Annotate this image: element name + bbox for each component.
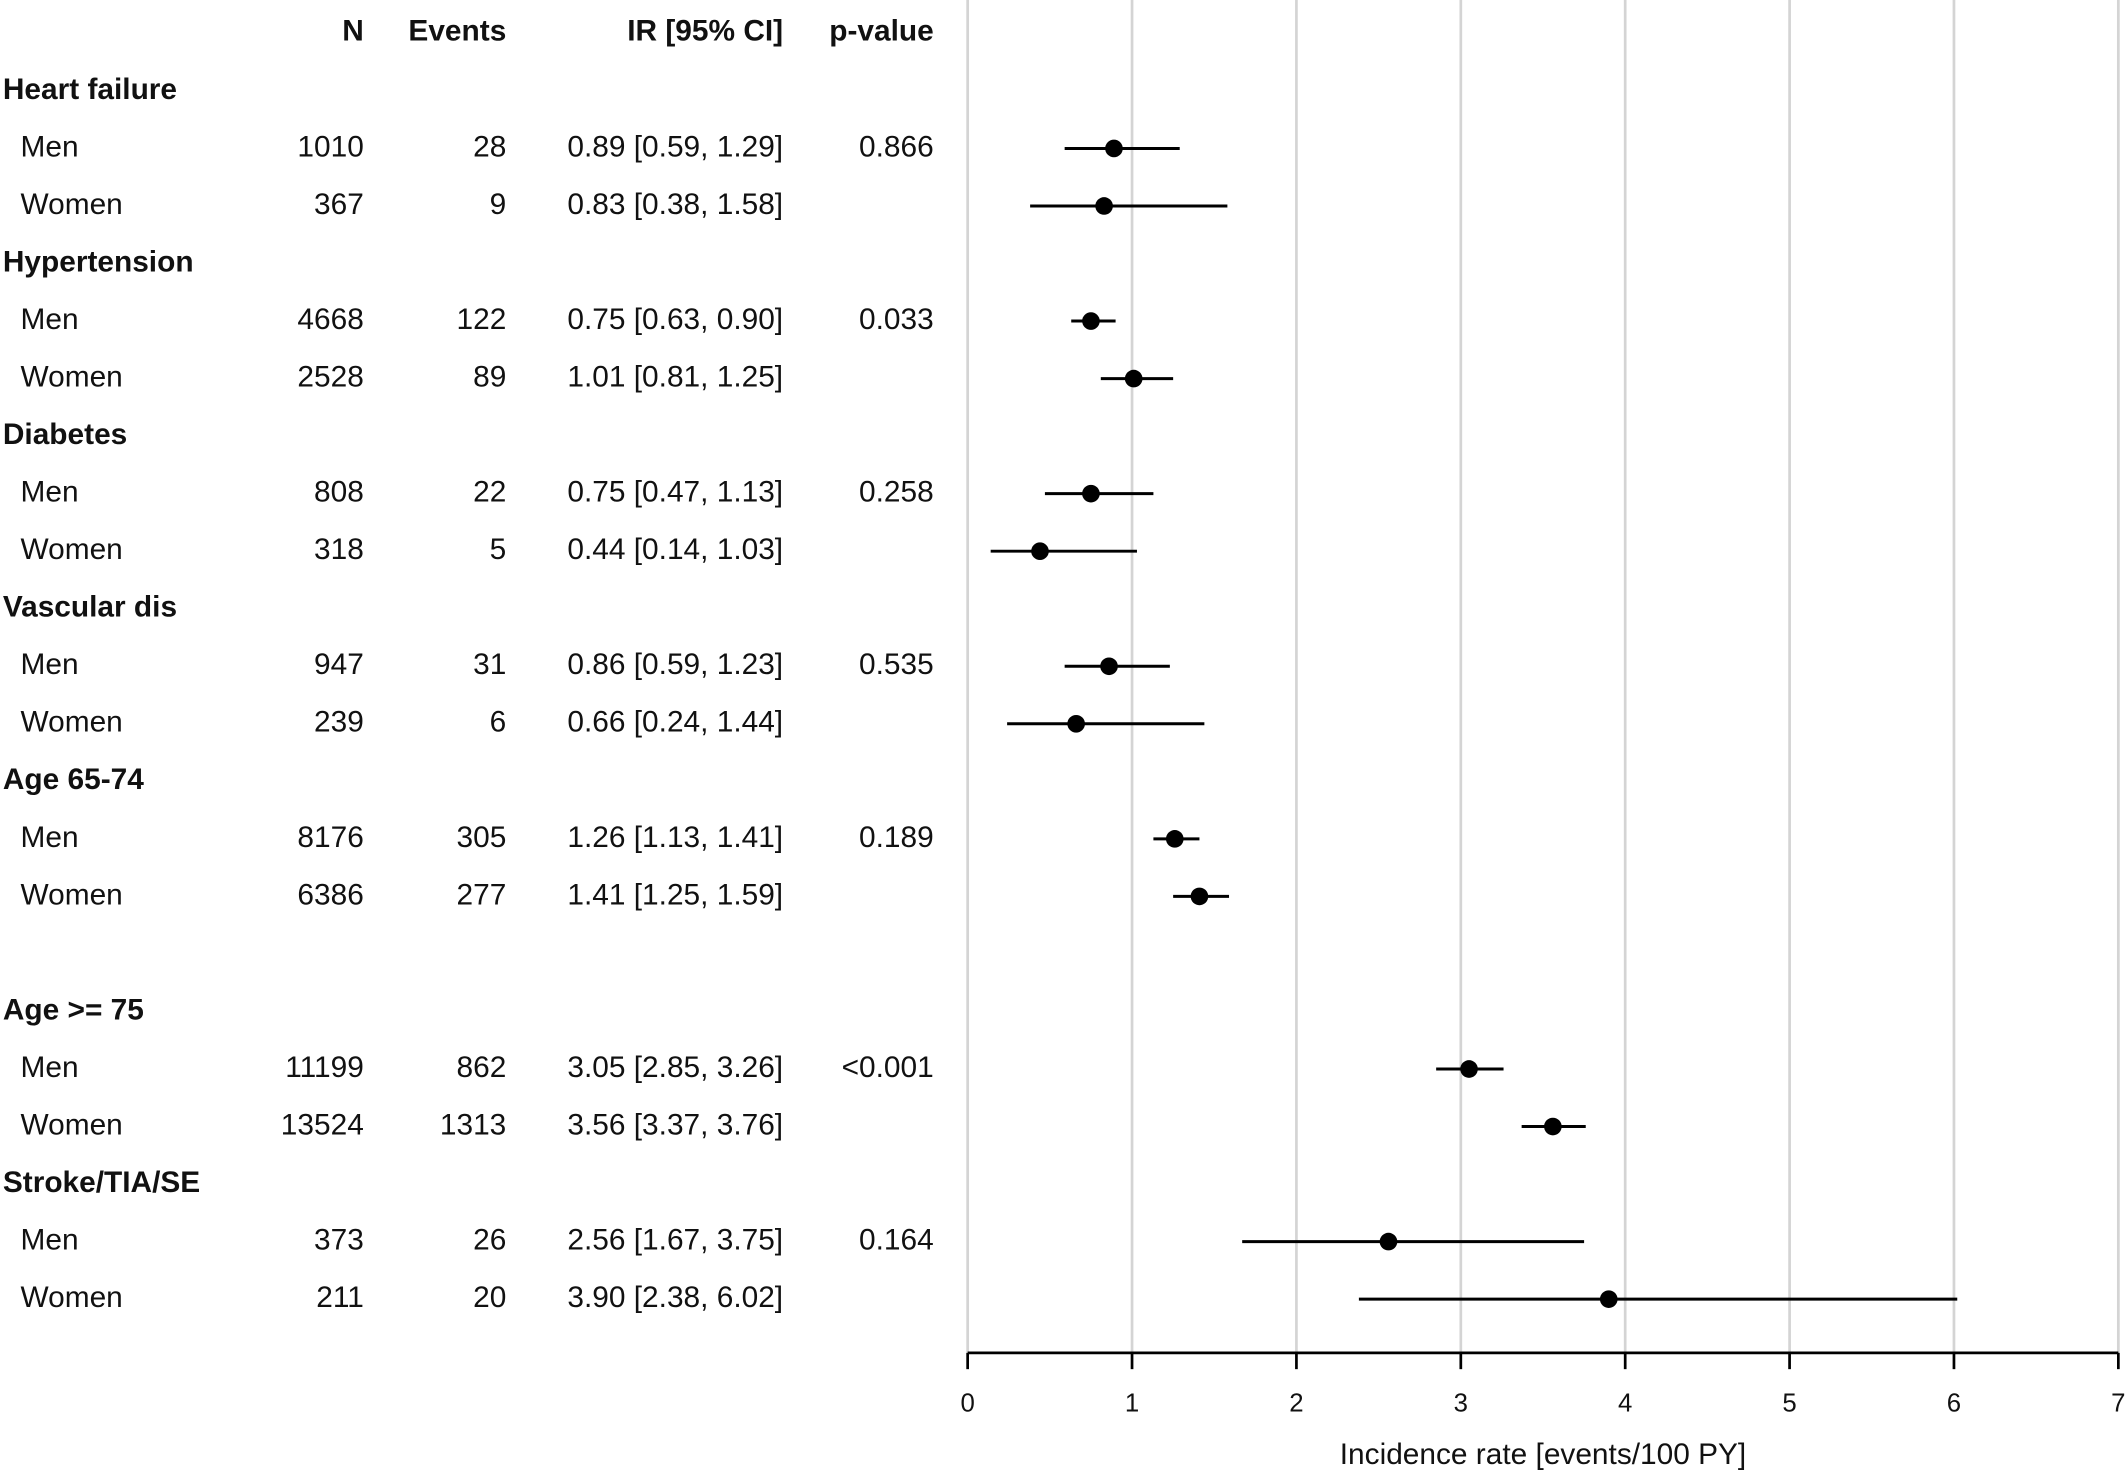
n-value: 367	[314, 188, 364, 221]
events-value: 6	[490, 706, 507, 739]
group-label: Heart failure	[3, 73, 177, 106]
estimate-point	[1082, 484, 1100, 503]
p-value: 0.189	[859, 821, 934, 854]
x-tick-label: 5	[1782, 1389, 1796, 1417]
n-value: 947	[314, 648, 364, 681]
row-label: Men	[21, 1223, 79, 1256]
ci-label: 0.75 [0.47, 1.13]	[567, 476, 783, 509]
ci-label: 2.56 [1.67, 3.75]	[567, 1223, 783, 1256]
events-value: 9	[490, 188, 507, 221]
events-value: 26	[473, 1223, 506, 1256]
p-value: 0.164	[859, 1223, 934, 1256]
estimate-point	[1190, 887, 1209, 906]
group-label: Stroke/TIA/SE	[3, 1166, 200, 1199]
row-label: Women	[21, 533, 123, 566]
row-label: Men	[21, 821, 79, 854]
row-label: Women	[21, 706, 123, 739]
row-label: Women	[21, 878, 123, 911]
estimate-point	[1124, 369, 1143, 388]
row-label: Men	[21, 130, 79, 163]
events-value: 89	[473, 360, 506, 393]
events-value: 5	[490, 533, 507, 566]
row-label: Men	[21, 648, 79, 681]
ci-label: 1.26 [1.13, 1.41]	[567, 821, 783, 854]
estimate-point	[1082, 312, 1100, 330]
n-value: 8176	[297, 821, 363, 854]
x-tick-label: 3	[1454, 1389, 1468, 1417]
events-value: 28	[473, 130, 506, 163]
ci-label: 0.86 [0.59, 1.23]	[567, 648, 783, 681]
events-value: 862	[456, 1051, 506, 1084]
p-value: 0.866	[859, 130, 934, 163]
events-value: 31	[473, 648, 506, 681]
n-value: 211	[316, 1281, 364, 1314]
n-value: 318	[314, 533, 364, 566]
estimate-point	[1100, 657, 1118, 676]
x-tick-label: 7	[2111, 1389, 2125, 1417]
column-header: IR [95% CI]	[627, 14, 783, 47]
estimate-point	[1067, 714, 1085, 733]
row-label: Men	[21, 303, 79, 336]
events-value: 20	[473, 1281, 506, 1314]
x-tick-label: 1	[1125, 1389, 1139, 1417]
ci-label: 0.44 [0.14, 1.03]	[567, 533, 783, 566]
ci-label: 0.89 [0.59, 1.29]	[567, 130, 783, 163]
ci-label: 1.41 [1.25, 1.59]	[567, 878, 783, 911]
x-tick-label: 0	[960, 1389, 974, 1417]
estimate-point	[1599, 1290, 1618, 1308]
row-label: Women	[21, 1108, 123, 1141]
x-tick-label: 6	[1947, 1389, 1961, 1417]
ci-label: 1.01 [0.81, 1.25]	[567, 360, 783, 393]
n-value: 6386	[297, 878, 363, 911]
estimate-point	[1379, 1232, 1398, 1251]
row-label: Men	[21, 1051, 79, 1084]
events-value: 1313	[440, 1108, 506, 1141]
row-label: Men	[21, 476, 79, 509]
ci-label: 3.05 [2.85, 3.26]	[567, 1051, 783, 1084]
column-header: Events	[408, 14, 506, 47]
group-label: Age >= 75	[3, 993, 144, 1026]
events-value: 277	[456, 878, 506, 911]
group-label: Diabetes	[3, 418, 127, 451]
p-value: 0.258	[859, 476, 934, 509]
p-value: <0.001	[842, 1051, 934, 1084]
n-value: 1010	[297, 130, 363, 163]
column-header: p-value	[829, 14, 933, 47]
events-value: 22	[473, 476, 506, 509]
n-value: 239	[314, 706, 364, 739]
ci-label: 3.90 [2.38, 6.02]	[567, 1281, 783, 1314]
ci-label: 3.56 [3.37, 3.76]	[567, 1108, 783, 1141]
group-label: Hypertension	[3, 245, 194, 278]
row-label: Women	[21, 188, 123, 221]
estimate-point	[1460, 1060, 1478, 1078]
p-value: 0.535	[859, 648, 934, 681]
ci-label: 0.75 [0.63, 0.90]	[567, 303, 783, 336]
estimate-point	[1095, 197, 1113, 215]
ci-label: 0.83 [0.38, 1.58]	[567, 188, 783, 221]
p-value: 0.033	[859, 303, 934, 336]
row-label: Women	[21, 360, 123, 393]
group-label: Age 65-74	[3, 763, 144, 796]
group-label: Vascular dis	[3, 591, 177, 624]
n-value: 373	[314, 1223, 364, 1256]
column-header: N	[342, 14, 364, 47]
n-value: 808	[314, 476, 364, 509]
n-value: 4668	[297, 303, 363, 336]
x-tick-label: 4	[1618, 1389, 1632, 1417]
estimate-point	[1544, 1117, 1562, 1136]
estimate-point	[1165, 830, 1184, 848]
row-label: Women	[21, 1281, 123, 1314]
ci-label: 0.66 [0.24, 1.44]	[567, 706, 783, 739]
x-axis-label: Incidence rate [events/100 PY]	[1340, 1438, 1746, 1471]
estimate-point	[1031, 542, 1049, 561]
x-tick-label: 2	[1289, 1389, 1303, 1417]
n-value: 2528	[297, 360, 363, 393]
estimate-point	[1105, 139, 1123, 158]
n-value: 11199	[285, 1051, 364, 1084]
events-value: 305	[456, 821, 506, 854]
n-value: 13524	[281, 1108, 364, 1141]
events-value: 122	[456, 303, 506, 336]
